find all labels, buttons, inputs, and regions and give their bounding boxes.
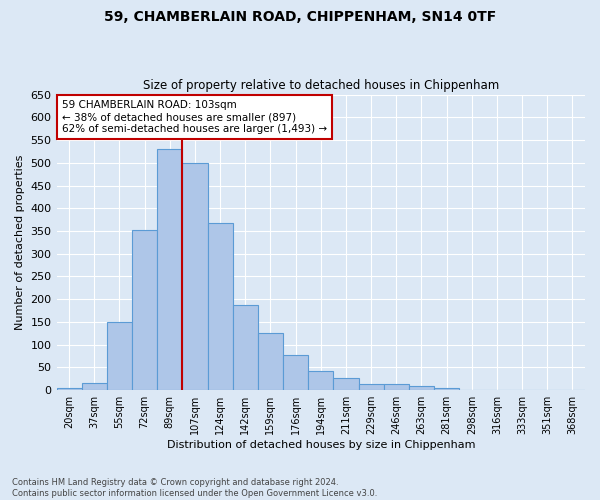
Bar <box>334 378 359 390</box>
Bar <box>107 322 132 390</box>
Y-axis label: Number of detached properties: Number of detached properties <box>15 154 25 330</box>
X-axis label: Distribution of detached houses by size in Chippenham: Distribution of detached houses by size … <box>167 440 475 450</box>
Bar <box>283 355 308 390</box>
Bar <box>82 384 107 390</box>
Bar <box>208 223 233 390</box>
Text: Contains HM Land Registry data © Crown copyright and database right 2024.
Contai: Contains HM Land Registry data © Crown c… <box>12 478 377 498</box>
Bar <box>132 230 157 390</box>
Bar <box>233 304 258 390</box>
Bar <box>409 386 434 390</box>
Text: 59 CHAMBERLAIN ROAD: 103sqm
← 38% of detached houses are smaller (897)
62% of se: 59 CHAMBERLAIN ROAD: 103sqm ← 38% of det… <box>62 100 327 134</box>
Bar <box>258 334 283 390</box>
Bar <box>434 388 459 390</box>
Bar <box>383 384 409 390</box>
Bar <box>182 163 208 390</box>
Title: Size of property relative to detached houses in Chippenham: Size of property relative to detached ho… <box>143 79 499 92</box>
Text: 59, CHAMBERLAIN ROAD, CHIPPENHAM, SN14 0TF: 59, CHAMBERLAIN ROAD, CHIPPENHAM, SN14 0… <box>104 10 496 24</box>
Bar <box>308 371 334 390</box>
Bar <box>359 384 383 390</box>
Bar <box>157 149 182 390</box>
Bar <box>56 388 82 390</box>
